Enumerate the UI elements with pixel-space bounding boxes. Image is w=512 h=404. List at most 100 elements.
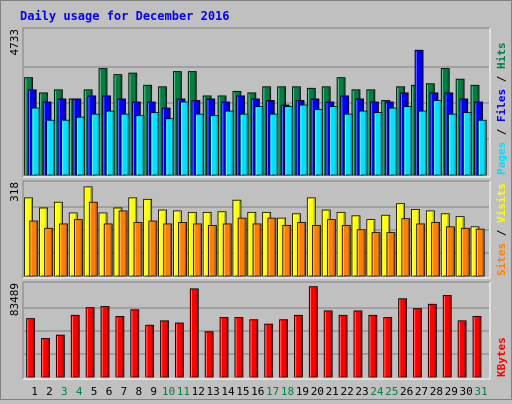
- bar-kbytes-day-16: [249, 319, 259, 378]
- bar-pages-day-7: [120, 113, 130, 176]
- bar-sites-day-16: [252, 223, 262, 277]
- bar-pages-day-28: [433, 100, 442, 176]
- bar-body: [133, 222, 143, 277]
- bar-body: [328, 106, 338, 176]
- bar-body: [418, 110, 428, 176]
- bar-pages-day-10: [165, 118, 175, 176]
- bar-body: [358, 110, 368, 176]
- bar-body: [55, 334, 65, 378]
- bar-body: [279, 319, 288, 378]
- panel-bevel-top: [22, 27, 490, 177]
- bar-kbytes-day-19: [294, 314, 303, 378]
- bar-body: [312, 224, 321, 277]
- bar-body: [282, 224, 292, 277]
- bar-body: [341, 224, 351, 277]
- bar-body: [174, 322, 184, 378]
- x-tick-label-day-8: 8: [135, 385, 142, 398]
- bar-pages-day-13: [209, 115, 219, 176]
- panel-bevel-bottom: [23, 181, 491, 279]
- bar-sites-day-12: [193, 223, 202, 277]
- x-tick-label-day-24: 24: [370, 385, 384, 398]
- bar-kbytes-day-31: [472, 315, 482, 378]
- bar-pages-day-19: [299, 104, 309, 176]
- y-max-label-kbytes: 83489: [8, 283, 21, 316]
- bar-sites-day-29: [446, 226, 455, 277]
- bar-body: [46, 119, 56, 176]
- bar-body: [26, 318, 36, 378]
- bar-sites-day-30: [460, 227, 470, 277]
- x-tick-label-day-19: 19: [296, 385, 309, 398]
- bar-kbytes-day-1: [26, 318, 36, 378]
- bar-body: [252, 223, 262, 277]
- bar-body: [70, 314, 80, 378]
- bar-body: [130, 309, 140, 378]
- bar-body: [254, 106, 264, 176]
- bar-pages-day-6: [105, 110, 115, 176]
- bar-body: [31, 107, 41, 176]
- bar-sites-day-4: [74, 219, 83, 277]
- bar-kbytes-day-14: [219, 317, 229, 378]
- legend-item-pages: Pages: [495, 142, 508, 175]
- bar-pages-day-30: [462, 112, 472, 176]
- bar-pages-day-23: [358, 110, 368, 176]
- bar-kbytes-day-22: [338, 314, 348, 378]
- bar-body: [74, 219, 83, 277]
- bar-body: [85, 307, 95, 378]
- bar-body: [193, 223, 202, 277]
- bar-body: [294, 314, 303, 378]
- x-tick-label-day-17: 17: [266, 385, 279, 398]
- bar-body: [386, 232, 396, 277]
- legend-separator: /: [495, 69, 508, 89]
- legend-separator: /: [495, 223, 508, 243]
- bar-body: [401, 218, 411, 277]
- bar-body: [118, 210, 128, 277]
- bar-body: [115, 315, 125, 378]
- bar-kbytes-day-23: [353, 310, 363, 378]
- x-tick-label-day-26: 26: [400, 385, 413, 398]
- bar-body: [460, 227, 470, 277]
- legend-item-hits: Hits: [495, 43, 508, 70]
- bar-body: [59, 223, 68, 277]
- bar-body: [299, 104, 309, 176]
- bar-body: [209, 115, 219, 176]
- bar-sites-day-24: [371, 232, 381, 277]
- x-tick-label-day-12: 12: [192, 385, 205, 398]
- bar-sites-day-8: [133, 222, 143, 277]
- bar-body: [269, 113, 279, 176]
- x-tick-label-day-23: 23: [355, 385, 368, 398]
- x-tick-label-day-2: 2: [46, 385, 53, 398]
- bar-sites-day-7: [118, 210, 128, 277]
- legend-item-sites: Sites: [495, 243, 508, 276]
- bar-body: [44, 227, 54, 277]
- bar-body: [135, 115, 145, 176]
- bar-body: [165, 118, 175, 176]
- bar-kbytes-day-3: [55, 334, 65, 378]
- bar-body: [195, 113, 204, 176]
- bar-body: [413, 308, 422, 378]
- bar-body: [343, 113, 353, 176]
- legend-kbytes: KBytes: [495, 337, 508, 377]
- bar-body: [178, 222, 188, 277]
- bar-body: [446, 226, 455, 277]
- bar-body: [88, 201, 98, 277]
- bar-sites-day-3: [59, 223, 68, 277]
- bar-body: [267, 217, 277, 277]
- bar-kbytes-day-5: [85, 307, 95, 378]
- legend-item-visits: Visits: [495, 183, 508, 223]
- bar-body: [356, 229, 366, 277]
- bar-kbytes-day-30: [457, 320, 467, 378]
- x-tick-label-day-22: 22: [340, 385, 353, 398]
- bar-body: [383, 317, 393, 378]
- panel-bevel-top: [22, 281, 490, 379]
- bar-pages-day-29: [448, 113, 457, 176]
- bar-pages-day-9: [150, 112, 160, 176]
- bar-body: [457, 320, 467, 378]
- bar-body: [249, 319, 259, 378]
- bar-body: [433, 100, 442, 176]
- bar-body: [61, 119, 70, 176]
- x-tick-label-day-4: 4: [76, 385, 83, 398]
- bar-sites-day-26: [401, 218, 411, 277]
- bar-body: [398, 298, 408, 378]
- x-tick-label-day-16: 16: [251, 385, 264, 398]
